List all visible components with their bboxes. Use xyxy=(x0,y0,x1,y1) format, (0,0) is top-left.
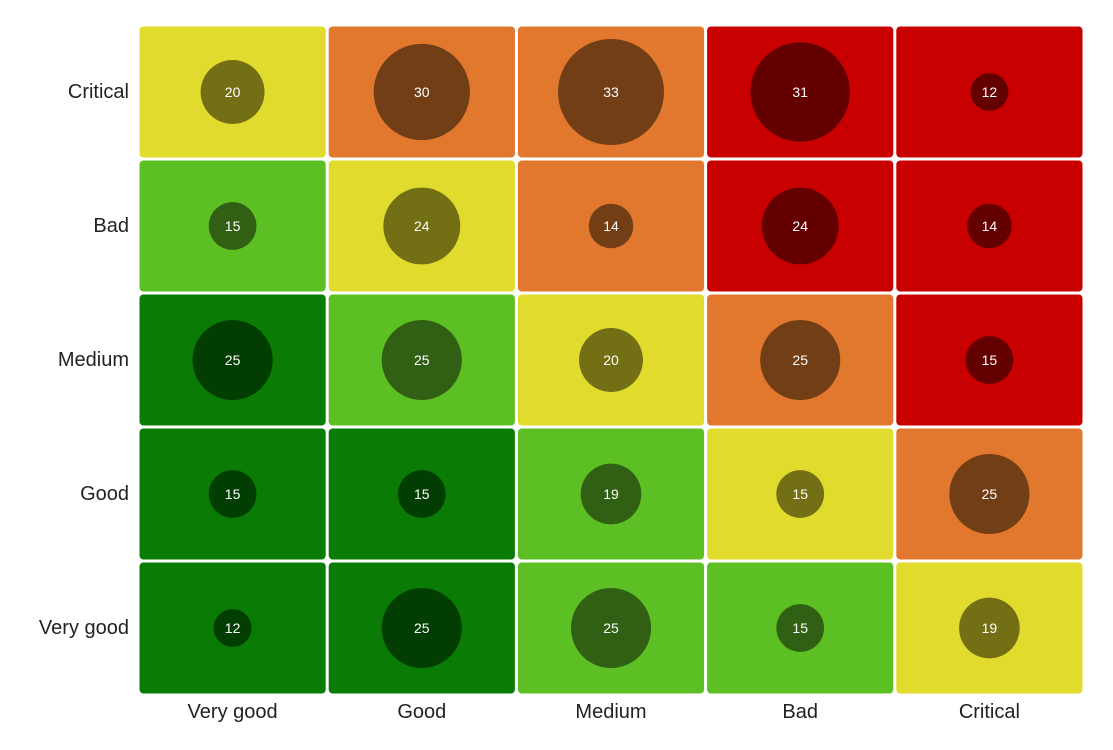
bubble-good-medium[interactable] xyxy=(580,463,642,525)
bubble-good-good[interactable] xyxy=(397,470,446,518)
bubble-good-very-good[interactable] xyxy=(208,470,257,518)
bubble-very-good-medium[interactable] xyxy=(570,587,652,669)
bubble-good-critical[interactable] xyxy=(949,453,1030,535)
bubble-value-label: 25 xyxy=(603,620,619,636)
x-tick-label-very-good: Very good xyxy=(188,701,278,723)
bubble-value-label: 14 xyxy=(603,218,619,234)
y-tick-label-medium: Medium xyxy=(58,349,129,371)
bubble-bad-very-good[interactable] xyxy=(208,202,257,250)
bubble-very-good-critical[interactable] xyxy=(959,597,1020,659)
y-tick-label-critical: Critical xyxy=(68,81,129,103)
bubble-value-label: 31 xyxy=(792,84,808,100)
bubble-very-good-bad[interactable] xyxy=(776,604,825,652)
bubble-bad-good[interactable] xyxy=(383,187,461,265)
bubble-medium-medium[interactable] xyxy=(579,328,643,392)
bubble-value-label: 15 xyxy=(414,486,430,502)
bubble-value-label: 14 xyxy=(982,218,998,234)
bubble-bad-bad[interactable] xyxy=(761,187,839,265)
bubble-medium-critical[interactable] xyxy=(965,336,1014,384)
bubble-value-label: 25 xyxy=(792,352,808,368)
bubble-value-label: 25 xyxy=(414,620,430,636)
bubble-bad-medium[interactable] xyxy=(588,203,634,249)
y-tick-label-bad: Bad xyxy=(93,215,129,237)
bubble-value-label: 25 xyxy=(414,352,430,368)
bubble-critical-good[interactable] xyxy=(373,43,470,141)
y-axis: Very good Good Medium Bad Critical xyxy=(39,81,129,639)
bubble-value-label: 20 xyxy=(603,352,619,368)
bubble-very-good-good[interactable] xyxy=(381,587,462,669)
bubble-value-label: 24 xyxy=(414,218,430,234)
bubble-value-label: 25 xyxy=(225,352,241,368)
bubble-value-label: 24 xyxy=(792,218,808,234)
bubble-critical-medium[interactable] xyxy=(558,39,664,145)
bubble-bad-critical[interactable] xyxy=(967,203,1012,249)
bubble-value-label: 15 xyxy=(792,620,808,636)
bubble-value-label: 12 xyxy=(982,84,998,100)
bubble-value-label: 15 xyxy=(792,486,808,502)
bubble-value-label: 15 xyxy=(982,352,998,368)
bubble-critical-bad[interactable] xyxy=(750,42,850,142)
bubble-value-label: 15 xyxy=(225,218,241,234)
bubble-value-label: 12 xyxy=(225,620,241,636)
bubble-critical-critical[interactable] xyxy=(970,73,1009,111)
bubble-value-label: 33 xyxy=(603,84,619,100)
bubble-value-label: 20 xyxy=(225,84,241,100)
bubble-medium-bad[interactable] xyxy=(760,319,841,401)
bubble-medium-good[interactable] xyxy=(381,319,462,401)
y-tick-label-good: Good xyxy=(80,483,129,505)
x-axis: Very good Good Medium Bad Critical xyxy=(188,701,1020,723)
bubble-good-bad[interactable] xyxy=(776,470,825,518)
x-tick-label-critical: Critical xyxy=(959,701,1020,723)
bubble-value-label: 19 xyxy=(603,486,619,502)
bubble-value-label: 15 xyxy=(225,486,241,502)
bubble-critical-very-good[interactable] xyxy=(200,60,265,124)
x-tick-label-bad: Bad xyxy=(782,701,818,723)
bubble-medium-very-good[interactable] xyxy=(192,319,273,401)
x-tick-label-good: Good xyxy=(397,701,446,723)
bubble-very-good-very-good[interactable] xyxy=(213,609,252,647)
bubble-value-label: 19 xyxy=(982,620,998,636)
bubbles-layer: 20 30 33 31 12 15 24 14 24 14 25 25 20 25 15 15 15 19 15 25… xyxy=(192,39,1030,669)
bubble-value-label: 25 xyxy=(982,486,998,502)
y-tick-label-very-good: Very good xyxy=(39,617,129,639)
bubble-value-label: 30 xyxy=(414,84,430,100)
x-tick-label-medium: Medium xyxy=(575,701,646,723)
